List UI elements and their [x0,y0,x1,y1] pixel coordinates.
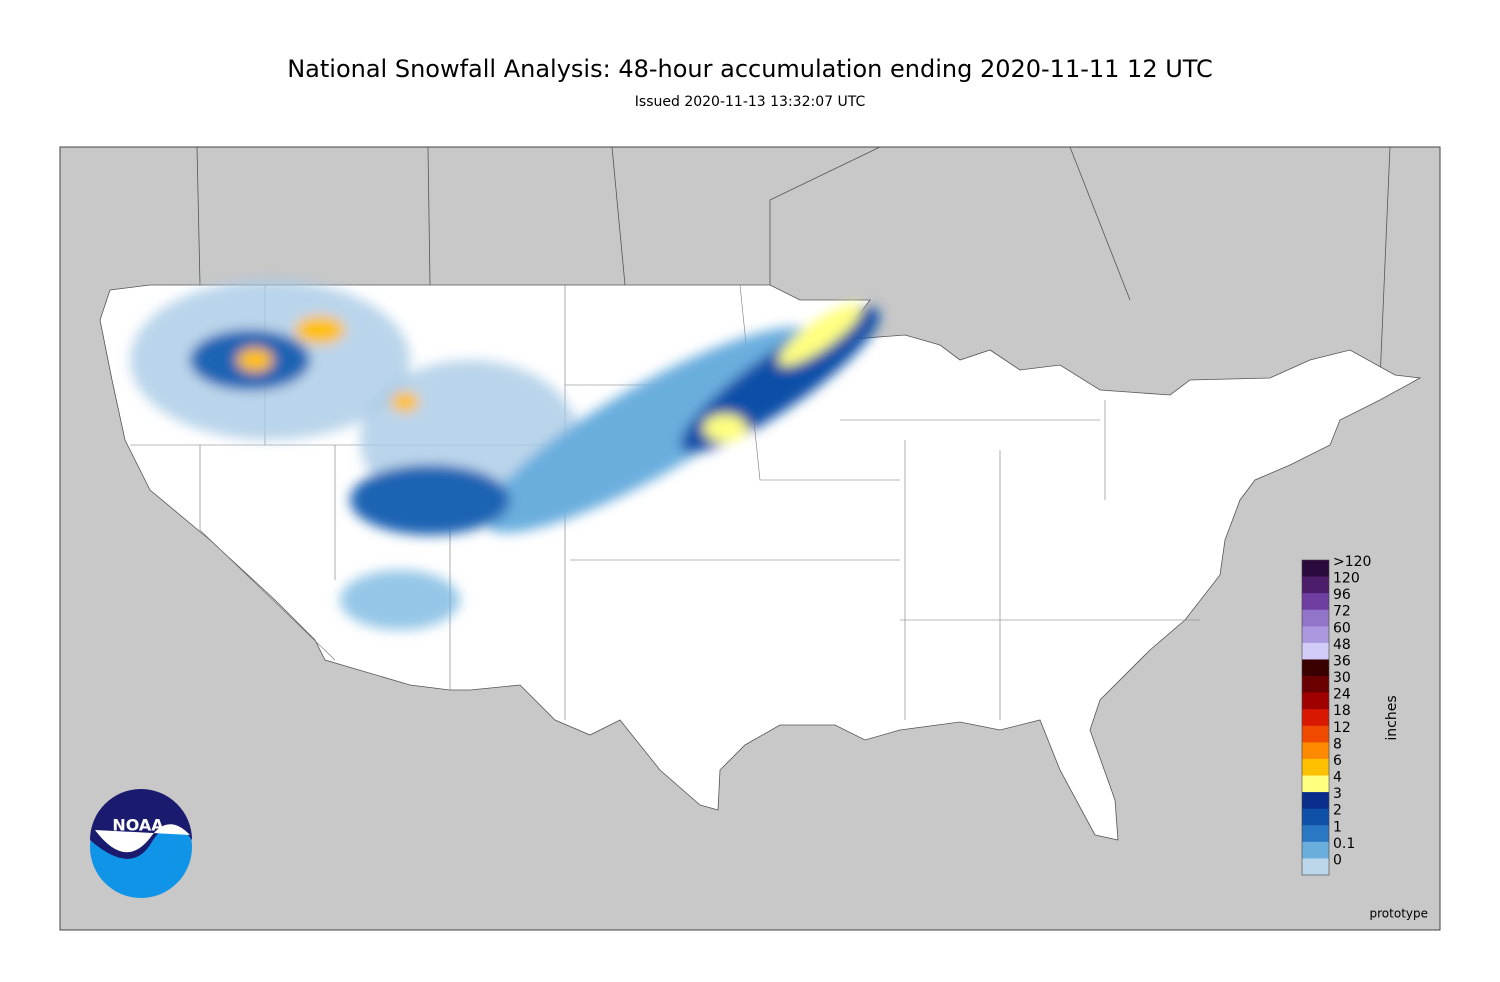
legend-swatch [1302,609,1329,627]
title: National Snowfall Analysis: 48-hour accu… [287,55,1213,83]
legend-swatch [1302,560,1329,577]
legend-swatch [1302,676,1329,693]
subtitle: Issued 2020-11-13 13:32:07 UTC [635,94,866,110]
legend-swatch [1302,792,1329,809]
legend-swatch [1302,858,1329,876]
footer-note: prototype [1370,907,1428,921]
legend-swatch [1302,758,1329,776]
legend-label: 30 [1333,670,1351,686]
legend-swatch [1302,642,1329,660]
legend-swatch [1302,841,1329,859]
legend-swatch [1302,709,1329,727]
legend-label: 6 [1333,753,1342,769]
legend-swatch [1302,593,1329,611]
legend-swatch [1302,825,1329,843]
legend-label: 36 [1333,653,1351,669]
legend-label: 0.1 [1333,836,1355,852]
legend-label: 18 [1333,703,1351,719]
noaa-logo: NOAA [90,789,192,898]
legend-label: 1 [1333,819,1342,835]
borders [196,146,1391,381]
legend-swatch [1302,659,1329,677]
legend-label: 0 [1333,852,1342,868]
snow-field [130,280,880,630]
legend-label: 96 [1333,587,1351,603]
legend-label: 3 [1333,786,1342,802]
legend-swatch [1302,775,1329,793]
legend-swatch [1302,742,1329,760]
legend-label: 4 [1333,770,1342,786]
legend-swatch [1302,626,1329,644]
legend-label: 12 [1333,720,1351,736]
legend-label: 8 [1333,736,1342,752]
logo-text: NOAA [112,816,164,835]
legend-label: 48 [1333,637,1351,653]
legend-swatch [1302,576,1329,594]
legend-label: 60 [1333,620,1351,636]
legend-label: 72 [1333,604,1351,620]
legend-title: inches [1384,695,1400,740]
legend-border [1301,559,1330,876]
logo-bird [95,824,190,853]
legend-label: >120 [1333,554,1371,570]
legend-label: 120 [1333,571,1360,587]
legend-swatch [1302,725,1329,743]
legend-swatch [1302,692,1329,710]
legend-label: 24 [1333,687,1351,703]
legend-label: 2 [1333,803,1342,819]
legend-swatch [1302,808,1329,826]
